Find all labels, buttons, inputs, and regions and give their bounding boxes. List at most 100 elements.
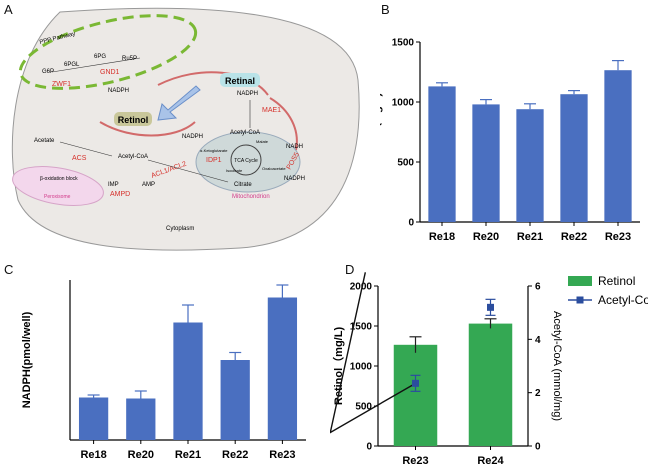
metabolite-nadph-ppp: NADPH [108, 88, 129, 94]
chart-d-ytick-label-3: 1500 [350, 322, 373, 333]
membrane-arc-lower [99, 121, 196, 137]
metabolite-isocitrate: Isocitrate [226, 168, 243, 173]
chart-d-legend-swatch-retinol [568, 276, 592, 286]
ppp-compartment [18, 14, 198, 90]
metabolite-nadph-pos5: NADPH [284, 176, 305, 182]
metabolite-imp: IMP [108, 182, 119, 188]
chart-d-y2tick-label-3: 6 [535, 282, 541, 293]
chart-d-bar-Re24 [468, 323, 513, 446]
chart-c-xtick-label-Re20: Re20 [128, 449, 154, 461]
membrane-arc-mito [269, 97, 298, 151]
metabolite-amp: AMP [142, 182, 155, 188]
chart-b-xtick-label-Re18: Re18 [429, 231, 455, 243]
metabolite-nadh: NADH [286, 144, 303, 150]
chart-c-bar-Re20 [126, 398, 156, 440]
chart-d-ytick-label-1: 500 [355, 402, 372, 413]
acl-arrow [147, 159, 229, 183]
mitochondrion [195, 131, 301, 193]
chart-b-xtick-label-Re20: Re20 [473, 231, 499, 243]
chart-b-bar-Re18 [428, 86, 456, 223]
chart-c-xtick-label-Re23: Re23 [269, 449, 295, 461]
chart-d-y2-axis-title: Acetyl-CoA (mmol/mg) [551, 311, 563, 421]
enzyme-ampd: AMPD [110, 191, 130, 198]
chart-retinol-strains: 0 500 1000 1500 Retinol（mg/L) Re18 Re20 Re21 Re2… [380, 38, 640, 243]
chart-b-bar-Re23 [604, 70, 632, 222]
panel-letter-c: C [4, 262, 14, 277]
chart-d-xtick-label-Re23: Re23 [402, 455, 428, 467]
chart-retinol-acetylcoa: 0 500 1000 1500 2000 0 2 4 6 Retinol（mg/L) Acetyl-… [330, 272, 648, 467]
metabolite-6pgl: 6PGL [64, 62, 80, 68]
peroxisome [12, 166, 104, 206]
chart-d-legend-label-acetylcoa: Acetyl-CoA [598, 293, 648, 307]
chart-d-ytick-label-2: 1000 [350, 362, 373, 373]
chart-c-bar-Re18 [78, 397, 109, 440]
retinal-label: Retinal [225, 76, 255, 86]
metabolite-acetylcoa-cyto: Acetyl-CoA [118, 154, 148, 160]
metabolite-citrate: Citrate [234, 182, 252, 188]
chart-b-ytick-label-1: 500 [397, 158, 414, 169]
acs-arrow [59, 141, 113, 157]
chart-b-xtick-label-Re22: Re22 [561, 231, 587, 243]
chart-c-bar-Re22 [220, 360, 250, 440]
chart-b-bar-Re22 [560, 94, 588, 222]
metabolite-acetylcoa-mito: Acetyl-CoA [230, 130, 260, 136]
chart-d-y-axis-title: Retinol（mg/L) [332, 327, 345, 406]
panel-letter-d: D [345, 262, 355, 277]
chart-d-bar-Re23 [393, 344, 438, 446]
chart-b-bar-Re20 [472, 104, 500, 222]
chart-d-point-Re24 [487, 303, 494, 311]
chart-nadph-strains: NADPH(pmol/well) Re18 Re20 Re21 Re22 Re23 [21, 280, 306, 461]
chart-d-y2tick-label-0: 0 [535, 442, 541, 453]
chart-b-xtick-label-Re23: Re23 [605, 231, 631, 243]
chart-c-bar-Re21 [173, 322, 203, 440]
metabolite-akg: α-Ketoglutarate [200, 148, 228, 153]
enzyme-gnd1: GND1 [100, 69, 120, 76]
enzyme-idp1: IDP1 [206, 157, 222, 164]
metabolite-nadph-mito: NADPH [182, 134, 203, 140]
metabolite-6pg: 6PG [94, 54, 106, 60]
retinal-box [220, 73, 260, 87]
chart-b-ytick-label-0: 0 [408, 218, 414, 229]
enzyme-zwf1: ZWF1 [52, 81, 71, 88]
membrane-arc-upper [157, 71, 269, 96]
chart-b-ytick-label-2: 1000 [392, 98, 415, 109]
chart-d-point-Re23 [412, 379, 419, 387]
metabolite-tca: TCA Cycle [234, 158, 258, 164]
chart-c-xtick-label-Re21: Re21 [175, 449, 201, 461]
metabolite-malate: Malate [256, 139, 269, 144]
peroxisome-label: Peroxisome [44, 194, 71, 200]
chart-d-y2tick-label-2: 4 [535, 335, 541, 346]
chart-b-ytick-label-3: 1500 [392, 38, 415, 49]
metabolite-oaa: Oxaloacetate [262, 166, 286, 171]
chart-c-xtick-label-Re22: Re22 [222, 449, 248, 461]
chart-b-bar-Re21 [516, 109, 544, 222]
chart-d-legend-marker-acetylcoa [576, 296, 584, 304]
chart-d-ytick-label-4: 2000 [350, 282, 373, 293]
metabolite-nadph-top: NADPH [237, 91, 258, 97]
chart-b-y-axis-title: Retinol（mg/L) [380, 93, 383, 172]
chart-c-xtick-label-Re18: Re18 [80, 449, 106, 461]
chart-d-line-acetylcoa [330, 272, 416, 434]
ppp-arrow [51, 57, 141, 73]
enzyme-acs: ACS [72, 155, 87, 162]
metabolite-acetate: Acetate [34, 138, 55, 144]
chart-d-y2tick-label-1: 2 [535, 388, 541, 399]
retinol-label: Retinol [118, 115, 149, 125]
cytoplasm-label: Cytoplasm [166, 226, 194, 232]
metabolite-g6p: G6P [42, 69, 54, 75]
chart-d-ytick-label-0: 0 [366, 442, 372, 453]
panel-letter-b: B [381, 2, 390, 17]
retinol-box [114, 112, 152, 126]
chart-c-y-axis-title: NADPH(pmol/well) [21, 311, 33, 408]
metabolite-beta-ox: β-oxidation block [40, 176, 78, 182]
conversion-arrow [157, 85, 201, 121]
chart-b-xtick-label-Re21: Re21 [517, 231, 543, 243]
tca-cycle-circle [230, 144, 262, 176]
chart-c-bar-Re23 [267, 297, 298, 440]
metabolic-pathway-diagram: Retinal Retinol PPP Pathway G6P 6PGL 6PG… [11, 7, 360, 251]
mitochondrion-label: Mitochondrion [232, 194, 270, 200]
panel-letter-a: A [4, 2, 13, 17]
enzyme-mae1: MAE1 [262, 107, 281, 114]
metabolite-ru5p: Ru5P [122, 56, 137, 62]
chart-d-legend-label-retinol: Retinol [598, 274, 635, 288]
